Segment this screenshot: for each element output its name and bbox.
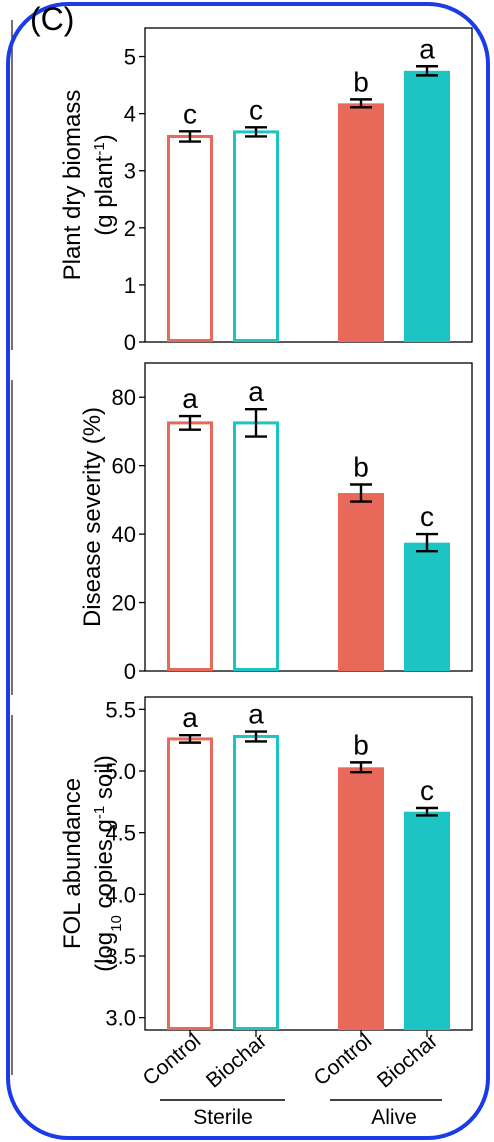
y-tick-label: 5.5 <box>105 697 136 722</box>
y-tick-label: 5.0 <box>105 759 136 784</box>
bar <box>233 421 279 671</box>
y-tick-label: 0 <box>124 330 136 355</box>
significance-letter: c <box>249 94 263 125</box>
significance-letter: a <box>248 376 264 407</box>
significance-letter: a <box>182 383 198 414</box>
y-tick-label: 4.5 <box>105 821 136 846</box>
y-tick-label: 3 <box>124 159 136 184</box>
x-tick-label: Biochar <box>373 1029 442 1092</box>
y-axis-label: FOL abundance <box>59 778 86 949</box>
significance-letter: c <box>183 98 197 129</box>
y-tick-label: 40 <box>112 522 136 547</box>
x-tick-label: Biochar <box>202 1029 271 1092</box>
y-tick-label: 4 <box>124 102 136 127</box>
bar <box>338 103 384 342</box>
significance-letter: a <box>182 702 198 733</box>
bar <box>167 737 213 1031</box>
significance-letter: b <box>353 66 369 97</box>
significance-letter: b <box>353 451 369 482</box>
significance-letter: b <box>353 729 369 760</box>
bar <box>233 130 279 342</box>
significance-letter: c <box>420 501 434 532</box>
y-tick-label: 3.0 <box>105 1006 136 1031</box>
plot-frame <box>144 696 473 1031</box>
group-label: Alive <box>371 1106 417 1129</box>
y-tick-label: 4.0 <box>105 882 136 907</box>
y-tick-label: 1 <box>124 273 136 298</box>
bar <box>404 542 450 671</box>
y-tick-label: 20 <box>112 591 136 616</box>
y-tick-label: 5 <box>124 45 136 70</box>
group-label: Sterile <box>193 1106 253 1129</box>
bar <box>404 811 450 1030</box>
bar <box>338 493 384 671</box>
y-tick-label: 3.5 <box>105 944 136 969</box>
y-axis-label: (log10 copies g-1 soil) <box>91 755 125 972</box>
y-axis-label: (g plant-1) <box>91 134 119 235</box>
panel-label: (C) <box>30 1 74 37</box>
bar <box>167 134 213 342</box>
plot-frame <box>144 362 473 672</box>
bar <box>338 767 384 1030</box>
y-axis-label: Disease severity (%) <box>79 407 106 627</box>
bar <box>233 734 279 1030</box>
y-tick-label: 80 <box>112 385 136 410</box>
highlight-border <box>6 2 490 1140</box>
significance-letter: c <box>420 775 434 806</box>
significance-letter: a <box>248 699 264 730</box>
significance-letter: a <box>419 33 435 64</box>
y-axis-label: Plant dry biomass <box>59 90 86 281</box>
x-tick-label: Control <box>139 1029 206 1090</box>
bar <box>404 70 450 343</box>
plot-frame <box>144 27 473 343</box>
y-tick-label: 60 <box>112 454 136 479</box>
bar <box>167 421 213 671</box>
x-tick-label: Control <box>310 1029 377 1090</box>
y-tick-label: 0 <box>124 659 136 684</box>
y-tick-label: 2 <box>124 216 136 241</box>
